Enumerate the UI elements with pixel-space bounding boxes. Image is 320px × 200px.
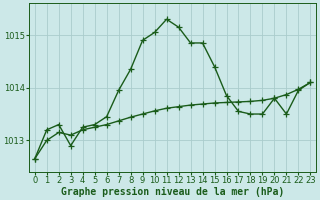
X-axis label: Graphe pression niveau de la mer (hPa): Graphe pression niveau de la mer (hPa) (61, 186, 284, 197)
